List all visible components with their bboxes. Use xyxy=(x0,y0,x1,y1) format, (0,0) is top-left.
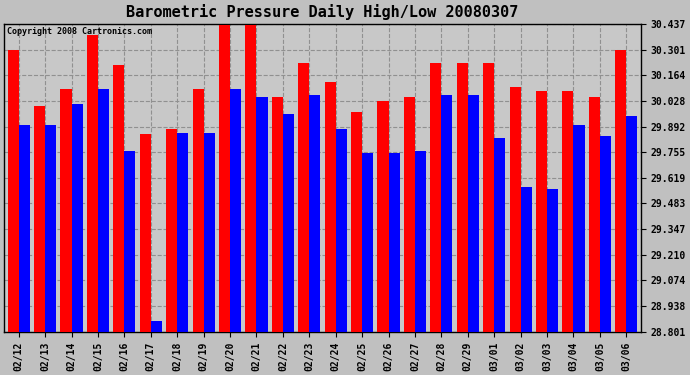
Bar xyxy=(336,129,347,332)
Bar xyxy=(139,135,151,332)
Bar xyxy=(309,95,320,332)
Bar xyxy=(573,125,584,332)
Bar xyxy=(547,189,558,332)
Bar xyxy=(404,97,415,332)
Bar xyxy=(45,125,56,332)
Bar xyxy=(457,63,468,332)
Bar xyxy=(536,91,547,332)
Bar xyxy=(351,112,362,332)
Bar xyxy=(562,91,573,332)
Bar xyxy=(442,95,453,332)
Bar xyxy=(246,26,257,332)
Bar xyxy=(219,26,230,332)
Bar xyxy=(431,63,442,332)
Bar xyxy=(72,104,83,332)
Bar xyxy=(177,133,188,332)
Bar xyxy=(615,50,627,332)
Bar xyxy=(589,97,600,332)
Bar xyxy=(8,50,19,332)
Bar xyxy=(388,153,400,332)
Bar xyxy=(521,187,532,332)
Bar xyxy=(124,152,135,332)
Bar xyxy=(494,138,505,332)
Bar xyxy=(204,133,215,332)
Bar xyxy=(113,65,124,332)
Bar xyxy=(230,89,241,332)
Bar xyxy=(151,321,162,332)
Bar xyxy=(61,89,72,332)
Text: Copyright 2008 Cartronics.com: Copyright 2008 Cartronics.com xyxy=(8,27,152,36)
Bar xyxy=(98,89,109,332)
Bar xyxy=(600,136,611,332)
Bar xyxy=(509,87,521,332)
Bar xyxy=(166,129,177,332)
Bar xyxy=(362,153,373,332)
Bar xyxy=(193,89,204,332)
Bar xyxy=(627,116,638,332)
Bar xyxy=(377,100,388,332)
Bar xyxy=(34,106,45,332)
Bar xyxy=(324,82,336,332)
Bar xyxy=(483,63,494,332)
Bar xyxy=(19,125,30,332)
Bar xyxy=(257,97,268,332)
Bar xyxy=(283,114,294,332)
Title: Barometric Pressure Daily High/Low 20080307: Barometric Pressure Daily High/Low 20080… xyxy=(126,4,519,20)
Bar xyxy=(415,152,426,332)
Bar xyxy=(87,35,98,332)
Bar xyxy=(468,95,479,332)
Bar xyxy=(272,97,283,332)
Bar xyxy=(298,63,309,332)
